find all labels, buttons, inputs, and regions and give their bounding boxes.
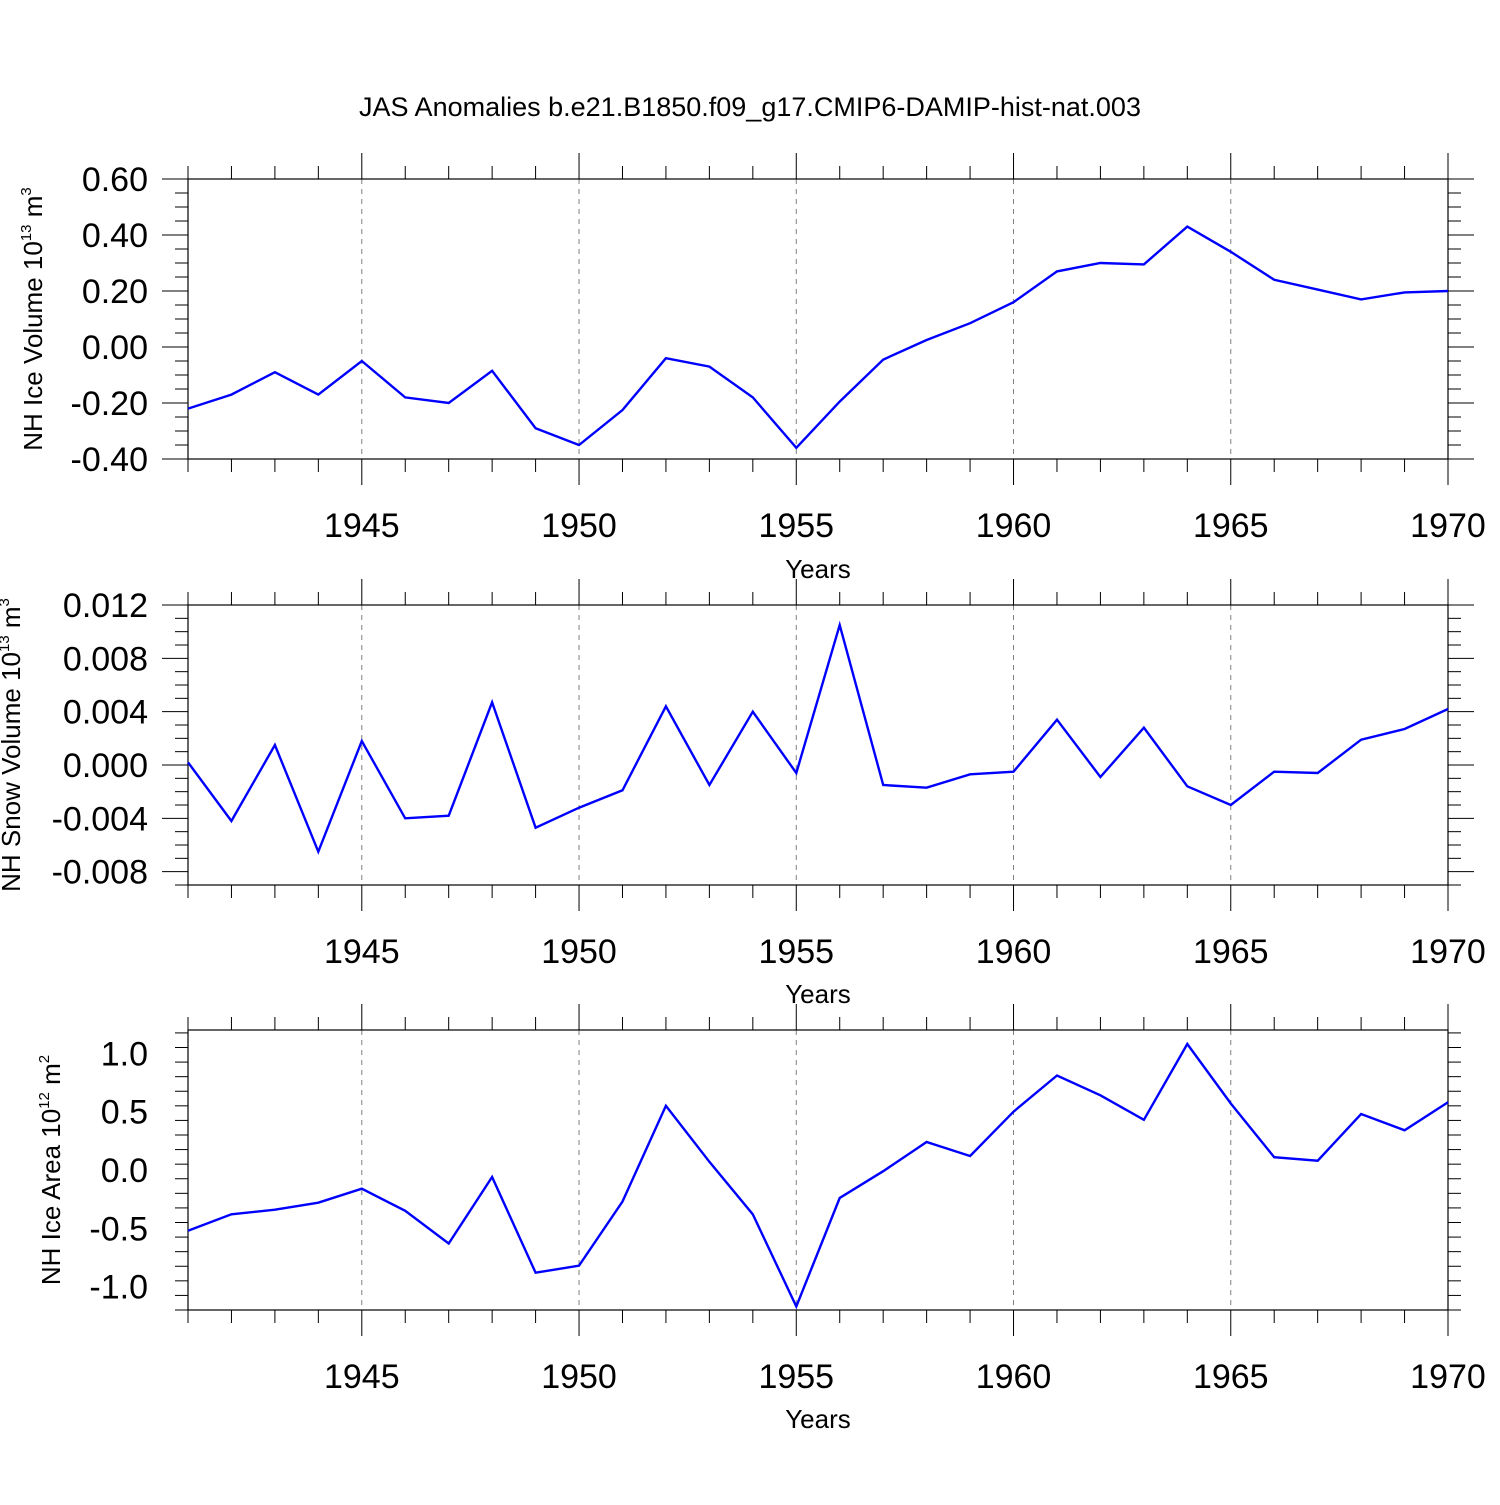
chart-title: JAS Anomalies b.e21.B1850.f09_g17.CMIP6-… [359,92,1141,122]
x-tick-label: 1955 [758,507,834,545]
y-label-main: NH Snow Volume 10 [0,652,26,892]
y-tick-label: 0.000 [63,747,148,785]
y-label-main: NH Ice Volume 10 [18,241,48,451]
y-tick-label: -0.5 [89,1210,148,1248]
y-label-unit: m [36,1063,66,1092]
y-label-unit: m [0,606,26,635]
x-tick-label: 1950 [541,1358,617,1396]
y-tick-label: 0.20 [82,273,148,311]
series-line [187,1041,1449,1310]
x-tick-label: 1970 [1410,507,1486,545]
y-tick-label: -0.004 [52,800,148,838]
plot-frame [187,604,1449,886]
y-tick-label: -0.008 [52,854,148,892]
plot-frame [187,178,1449,460]
x-tick-label: 1960 [976,507,1052,545]
x-tick-label: 1955 [758,933,834,971]
x-tick-label: 1960 [976,933,1052,971]
x-tick-label: 1945 [324,933,400,971]
plot-frame [187,1029,1449,1311]
series-line [187,225,1449,450]
x-tick-label: 1965 [1193,933,1269,971]
y-axis-label: NH Ice Volume 1013 m3 [18,187,48,450]
x-tick-label: 1960 [976,1358,1052,1396]
y-tick-label: 0.012 [63,587,148,625]
panel-3: 1945 1950 1955 1960 1965 1970 -1.0 -0.5 0.0 0.5 1.… [36,1004,1486,1434]
y-tick-label: 0.40 [82,217,148,255]
y-label-unit: m [18,196,48,225]
y-label-unit-exponent: 3 [0,598,13,606]
y-tick-label: 0.00 [82,329,148,367]
x-axis-label: Years [785,554,851,584]
y-axis-label: NH Snow Volume 1013 m3 [0,598,26,892]
x-tick-label: 1955 [758,1358,834,1396]
y-label-unit-exponent: 3 [18,187,35,195]
y-label-exponent: 13 [0,635,13,652]
y-tick-label: -0.40 [71,441,149,479]
x-tick-label: 1945 [324,1358,400,1396]
y-tick-label: 0.004 [63,694,148,732]
y-label-exponent: 12 [36,1092,53,1109]
panel-2: 1945 1950 1955 1960 1965 1970 -0.008 -0.004 0.00… [0,579,1486,1009]
x-tick-label: 1950 [541,933,617,971]
y-label-main: NH Ice Area 10 [36,1109,66,1285]
x-tick-label: 1945 [324,507,400,545]
y-tick-label: 0.0 [101,1152,148,1190]
x-tick-label: 1970 [1410,1358,1486,1396]
y-tick-label: 0.60 [82,161,148,199]
y-tick-label: -0.20 [71,385,149,423]
x-tick-label: 1950 [541,507,617,545]
y-tick-label: 0.008 [63,640,148,678]
x-axis-label: Years [785,1404,851,1434]
y-tick-label: 0.5 [101,1094,148,1132]
x-tick-label: 1970 [1410,933,1486,971]
y-label-exponent: 13 [18,224,35,241]
x-axis-label: Years [785,979,851,1009]
y-tick-label: 1.0 [101,1035,148,1073]
y-tick-label: -1.0 [89,1269,148,1307]
x-tick-label: 1965 [1193,507,1269,545]
series-line [187,620,1449,855]
y-label-unit-exponent: 2 [36,1055,53,1063]
panel-1: 1945 1950 1955 1960 1965 1970 -0.40 -0.20 0.00 0.… [18,153,1486,584]
x-tick-label: 1965 [1193,1358,1269,1396]
y-axis-label: NH Ice Area 1012 m2 [36,1055,66,1285]
